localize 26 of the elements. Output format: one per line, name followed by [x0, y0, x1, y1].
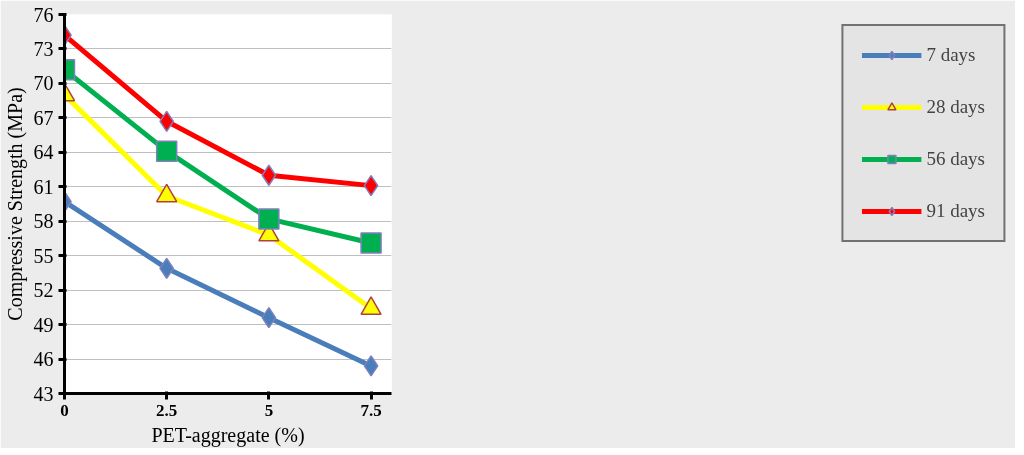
y-tick-label: 55 — [33, 244, 54, 267]
point — [363, 355, 379, 377]
y-tick-label: 58 — [33, 210, 54, 233]
y-tick-label: 46 — [33, 348, 54, 371]
y-tick-label: 61 — [33, 175, 54, 198]
y-tick-label: 52 — [33, 279, 54, 302]
y-axis-title: Compressive Strength (MPa) — [3, 87, 27, 321]
point — [360, 232, 382, 254]
x-tick-label: 7.5 — [360, 400, 382, 420]
y-tick-label: 49 — [33, 313, 54, 336]
x-tick-label: 0 — [60, 400, 69, 420]
point — [258, 208, 280, 230]
legend-label: 28 days — [926, 96, 985, 118]
legend-label: 7 days — [926, 44, 976, 66]
x-tick-label: 5 — [264, 400, 274, 420]
y-tick-label: 76 — [33, 3, 54, 26]
x-axis-title: PET-aggregate (%) — [151, 423, 305, 447]
y-tick-label: 70 — [33, 72, 54, 95]
y-tick-label: 64 — [33, 141, 54, 164]
point — [155, 140, 178, 162]
x-tick-label: 2.5 — [156, 400, 178, 420]
y-tick-label: 73 — [33, 37, 54, 60]
y-tick-label: 43 — [33, 382, 54, 405]
legend-label: 56 days — [926, 148, 985, 170]
y-tick-label: 67 — [33, 106, 54, 129]
legend-label: 91 days — [926, 200, 985, 222]
